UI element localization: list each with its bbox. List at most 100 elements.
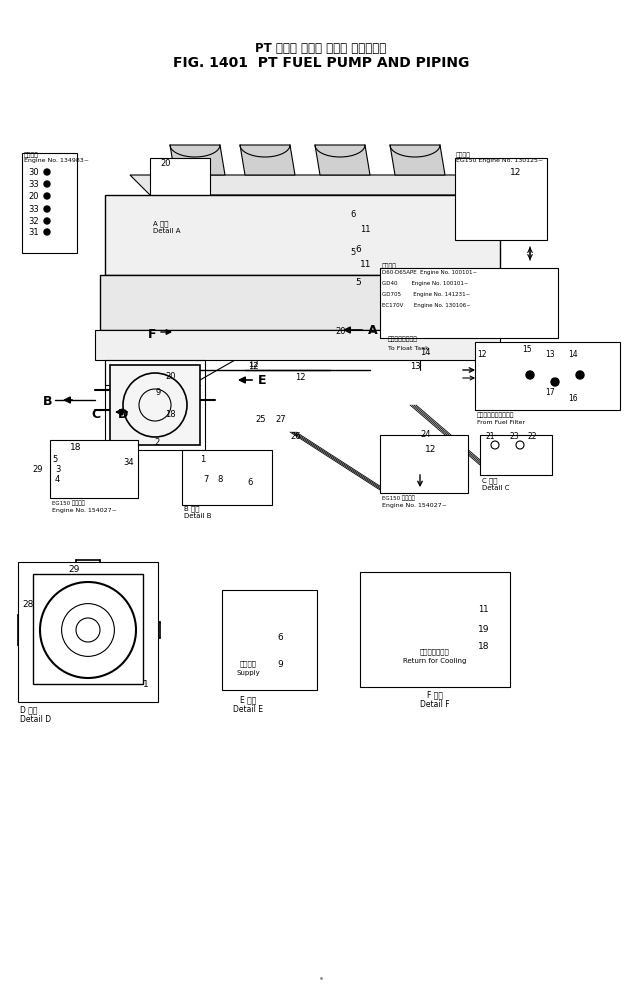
Text: FIG. 1401  PT FUEL PUMP AND PIPING: FIG. 1401 PT FUEL PUMP AND PIPING [173,56,469,70]
Bar [480,435,552,475]
Text: フェエルフィルタから: フェエルフィルタから [477,412,514,417]
Text: 32: 32 [28,217,39,226]
Text: F: F [148,328,156,341]
Text: EC170V      Engine No. 130106~: EC170V Engine No. 130106~ [382,303,471,308]
Text: 20: 20 [335,327,345,336]
Text: 25: 25 [255,415,266,424]
Text: 11: 11 [360,260,372,269]
Text: 4: 4 [55,475,60,484]
Circle shape [44,181,50,187]
Text: 33: 33 [28,205,39,214]
Bar [380,268,558,338]
Text: 20: 20 [165,372,176,381]
Text: GD705       Engine No. 141231~: GD705 Engine No. 141231~ [382,292,470,297]
Text: 15: 15 [522,345,532,354]
Text: 12: 12 [248,360,258,369]
Text: 19: 19 [478,625,489,634]
Polygon shape [170,145,225,175]
Text: 24: 24 [420,430,431,439]
Text: 5: 5 [350,248,355,257]
Text: 20: 20 [160,159,170,168]
Text: 8: 8 [217,475,222,484]
Text: 29: 29 [68,565,79,574]
Bar [22,153,77,253]
Text: 12: 12 [248,362,258,371]
Text: リターン冷却用: リターン冷却用 [420,648,450,655]
Text: D 詳細: D 詳細 [20,705,37,714]
Bar [105,360,205,450]
Text: Detail A: Detail A [153,228,181,234]
Polygon shape [315,145,370,175]
Text: 9: 9 [277,660,283,669]
Text: PT フェル ポンプ および パイピング: PT フェル ポンプ および パイピング [255,42,386,54]
Circle shape [526,371,534,379]
Text: 30: 30 [28,168,39,177]
Text: 26: 26 [290,432,301,441]
Text: From Fuel Filter: From Fuel Filter [477,420,525,425]
Text: C: C [91,408,100,421]
Text: Return for Cooling: Return for Cooling [403,658,467,664]
Circle shape [44,229,50,235]
Text: E: E [258,374,266,387]
Text: E 詳細: E 詳細 [240,695,256,704]
Text: 16: 16 [568,394,577,403]
Text: B 詳細: B 詳細 [184,505,199,511]
Text: 14: 14 [568,350,577,359]
Text: 18: 18 [70,443,82,452]
Text: 11: 11 [360,225,370,234]
Text: 27: 27 [275,415,285,424]
Text: サプライ: サプライ [239,660,257,667]
Text: 適用番号: 適用番号 [24,152,39,157]
Text: 18: 18 [478,642,489,651]
Text: Supply: Supply [236,670,260,676]
Text: 適用番号: 適用番号 [456,152,471,157]
Polygon shape [390,145,445,175]
Text: 13: 13 [410,362,421,371]
Bar [222,590,317,690]
Bar [360,572,510,687]
Polygon shape [240,145,295,175]
Text: Engine No. 154027~: Engine No. 154027~ [382,503,447,508]
Text: D60·D65APE  Engine No. 100101~: D60·D65APE Engine No. 100101~ [382,270,477,275]
Text: B: B [43,395,53,408]
Circle shape [44,193,50,199]
Text: A: A [368,324,377,337]
Text: 18: 18 [165,410,176,419]
Bar [105,195,500,275]
Circle shape [551,378,559,386]
Polygon shape [130,175,510,195]
Text: フロートタンクへ: フロートタンクへ [388,336,418,341]
Bar [110,365,200,445]
Text: 2: 2 [154,438,159,447]
Text: F 詳細: F 詳細 [427,690,443,699]
Text: 1: 1 [143,680,149,689]
Text: 7: 7 [203,475,208,484]
Text: 13: 13 [545,350,555,359]
Text: 28: 28 [22,600,33,609]
Bar [100,275,500,330]
Circle shape [44,218,50,224]
Text: Engine No. 134983~: Engine No. 134983~ [24,158,89,163]
Text: 23: 23 [510,432,520,441]
Bar [95,330,500,360]
Text: Detail E: Detail E [233,705,263,714]
Bar [50,440,138,498]
Text: 20: 20 [28,192,39,201]
Text: 5: 5 [52,455,57,464]
Text: EG150 Engine No. 130125~: EG150 Engine No. 130125~ [456,158,543,163]
Bar [150,158,210,220]
Text: 6: 6 [277,633,283,642]
Bar [182,450,272,505]
Text: A 詳細: A 詳細 [153,220,168,226]
Bar [455,158,547,240]
Text: Engine No. 154027~: Engine No. 154027~ [52,508,117,513]
Text: To Float Tank: To Float Tank [388,346,429,351]
Text: Detail C: Detail C [482,485,509,491]
Text: 12: 12 [510,168,521,177]
Text: Detail F: Detail F [420,700,450,709]
Text: 適用番号: 適用番号 [382,263,397,269]
Bar [33,574,143,684]
Text: 6: 6 [350,210,356,219]
Text: D: D [118,408,128,421]
Text: 12: 12 [425,445,437,454]
